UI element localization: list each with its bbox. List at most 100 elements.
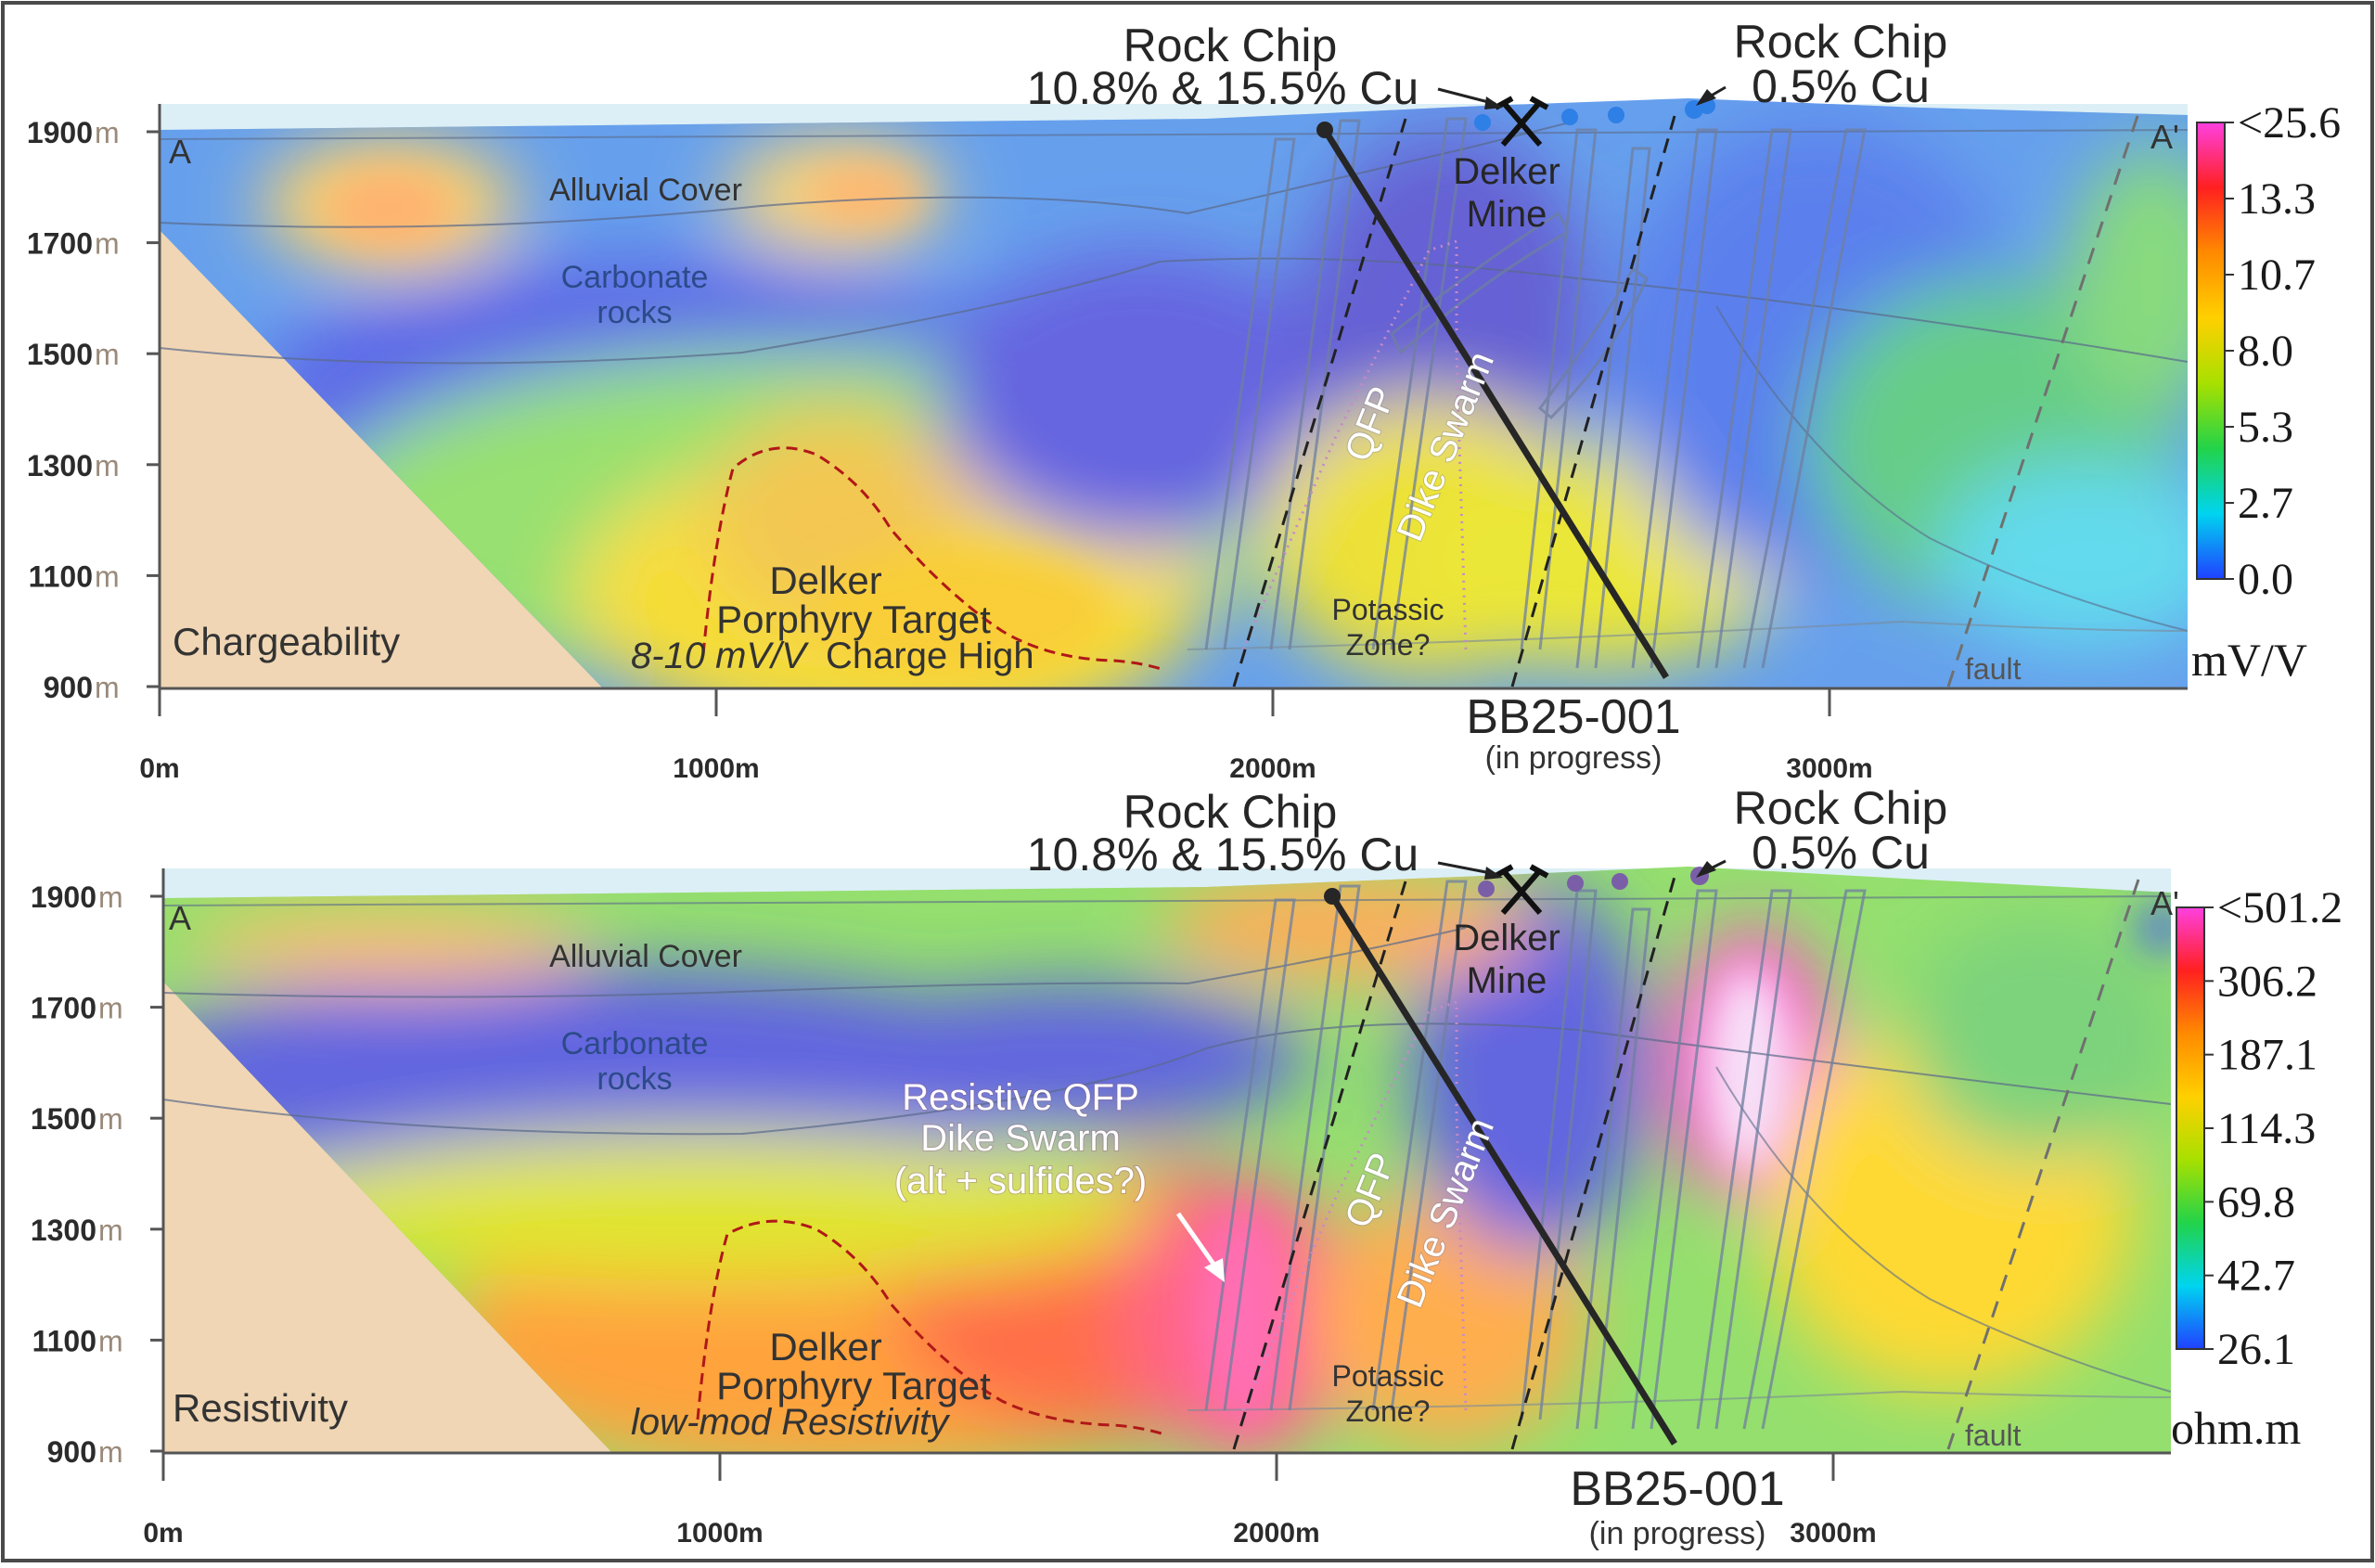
- elevation-label: 1300: [31, 1214, 96, 1247]
- elevation-label: 900: [47, 1435, 96, 1469]
- mine-label: Mine: [1467, 960, 1547, 1001]
- target-label: Porphyry Target: [716, 1364, 991, 1407]
- fault-label: fault: [1965, 1419, 2022, 1452]
- rock-chip-label: Rock Chip: [1123, 19, 1338, 71]
- elevation-unit: m: [95, 338, 120, 371]
- target-note: Charge High: [826, 636, 1034, 676]
- elevation-unit: m: [98, 1435, 123, 1469]
- distance-label: 2000m: [1233, 1518, 1319, 1549]
- elevation-unit: m: [98, 880, 123, 914]
- elevation-label: 1300: [27, 449, 93, 482]
- elevation-label: 1700: [31, 992, 96, 1025]
- method-label: Resistivity: [173, 1386, 348, 1430]
- colorbar: [2196, 122, 2226, 580]
- alluvial-cover-label: Alluvial Cover: [549, 939, 742, 974]
- chargeability-model: [160, 98, 2188, 688]
- rock-chip-label: Rock Chip: [1123, 786, 1338, 838]
- target-label: Porphyry Target: [716, 598, 991, 641]
- fault-label: fault: [1965, 652, 2022, 686]
- mine-label: Delker: [1453, 151, 1560, 192]
- section-start-label: A: [169, 133, 191, 171]
- colorbar-tick-label: 187.1: [2217, 1031, 2317, 1080]
- axes: [158, 104, 2188, 1455]
- colorbar-tick-label: 42.7: [2217, 1252, 2295, 1301]
- colorbar-tick-label: <501.2: [2217, 883, 2343, 932]
- rock-chip-label: 10.8% & 15.5% Cu: [1027, 62, 1419, 114]
- elevation-label: 1900: [27, 116, 93, 149]
- distance-label: 0m: [139, 753, 179, 784]
- colorbar-tick-label: 306.2: [2217, 957, 2317, 1006]
- elevation-label: 900: [44, 671, 93, 704]
- carbonate-label: Carbonate: [561, 1026, 709, 1061]
- target-label: Delker: [769, 1325, 881, 1369]
- elevation-label: 1500: [27, 338, 93, 371]
- drillhole-status-label: (in progress): [1589, 1516, 1766, 1551]
- mine-label: Mine: [1467, 194, 1547, 235]
- resistivity-panel: [162, 859, 2172, 1453]
- drillhole-id-label: BB25-001: [1466, 690, 1680, 744]
- colorbar-tick-label: 114.3: [2217, 1104, 2316, 1153]
- elevation-unit: m: [98, 1102, 123, 1136]
- colorbar-tick-label: 69.8: [2217, 1177, 2295, 1227]
- target-note: low-mod Resistivity: [631, 1402, 951, 1443]
- mine-label: Delker: [1453, 918, 1560, 958]
- elevation-unit: m: [95, 449, 120, 482]
- axis-ticks: [147, 130, 1835, 1481]
- drillhole-status-label: (in progress): [1485, 740, 1662, 776]
- carbonate-label: rocks: [597, 295, 672, 330]
- colorbar-unit: mV/V: [2191, 634, 2307, 686]
- elevation-label: 1100: [29, 559, 93, 593]
- colorbar-tick-label: 2.7: [2238, 479, 2293, 528]
- colorbar-tick-label: <25.6: [2238, 98, 2341, 148]
- section-end-label: A': [2150, 118, 2179, 156]
- rock-chip-label: Rock Chip: [1734, 16, 1948, 68]
- elevation-label: 1700: [27, 227, 93, 261]
- elevation-label: 1100: [32, 1324, 96, 1357]
- rock-chip-label: Rock Chip: [1734, 782, 1948, 834]
- section-end-label: A': [2150, 884, 2179, 922]
- drillhole-id-label: BB25-001: [1570, 1462, 1784, 1516]
- distance-label: 1000m: [676, 1518, 763, 1549]
- target-note: 8-10 mV/V: [631, 636, 809, 676]
- resistive-callout-label: (alt + sulfides?): [894, 1161, 1147, 1202]
- carbonate-label: Carbonate: [561, 260, 709, 295]
- elevation-unit: m: [95, 227, 120, 261]
- mine-icon: [1494, 864, 1549, 915]
- elevation-unit: m: [95, 671, 120, 704]
- elevation-label: 1900: [31, 880, 96, 914]
- rock-chip-label: 0.5% Cu: [1752, 827, 1930, 879]
- colorbar-unit: ohm.m: [2171, 1402, 2301, 1454]
- colorbar-tick-label: 5.3: [2238, 403, 2293, 452]
- elevation-unit: m: [95, 559, 120, 593]
- potassic-zone-label: Zone?: [1346, 1394, 1431, 1428]
- colorbar-tick-label: 10.7: [2238, 251, 2316, 300]
- potassic-zone-label: Potassic: [1332, 593, 1444, 626]
- chargeability-panel: [159, 85, 2189, 688]
- elevation-label: 1500: [31, 1102, 96, 1136]
- distance-label: 3000m: [1786, 753, 1872, 784]
- colorbar-tick-label: 0.0: [2238, 555, 2293, 604]
- colorbar-tick-label: 13.3: [2238, 174, 2316, 224]
- method-label: Chargeability: [173, 620, 400, 663]
- alluvial-cover-label: Alluvial Cover: [549, 173, 742, 208]
- resistive-callout-label: Resistive QFP: [902, 1077, 1139, 1118]
- section-start-label: A: [169, 899, 191, 937]
- distance-label: 1000m: [673, 753, 759, 784]
- distance-label: 3000m: [1790, 1518, 1876, 1549]
- colorbar-tick-label: 8.0: [2238, 327, 2293, 376]
- carbonate-label: rocks: [597, 1061, 672, 1097]
- colorbar: [2176, 906, 2205, 1350]
- distance-label: 0m: [143, 1518, 183, 1549]
- colorbar-tick-label: 26.1: [2217, 1325, 2295, 1374]
- colorbars: <25.6 13.3 10.7 8.0 5.3 2.7 0.0 mV/V <501.2 306.2…: [2171, 98, 2343, 1454]
- rock-chip-label: 0.5% Cu: [1752, 60, 1930, 112]
- rock-chip-label: 10.8% & 15.5% Cu: [1027, 829, 1419, 880]
- elevation-unit: m: [98, 1324, 123, 1357]
- distance-label: 2000m: [1229, 753, 1316, 784]
- resistive-callout-label: Dike Swarm: [920, 1118, 1121, 1159]
- potassic-zone-label: Zone?: [1346, 628, 1431, 662]
- elevation-unit: m: [98, 1214, 123, 1247]
